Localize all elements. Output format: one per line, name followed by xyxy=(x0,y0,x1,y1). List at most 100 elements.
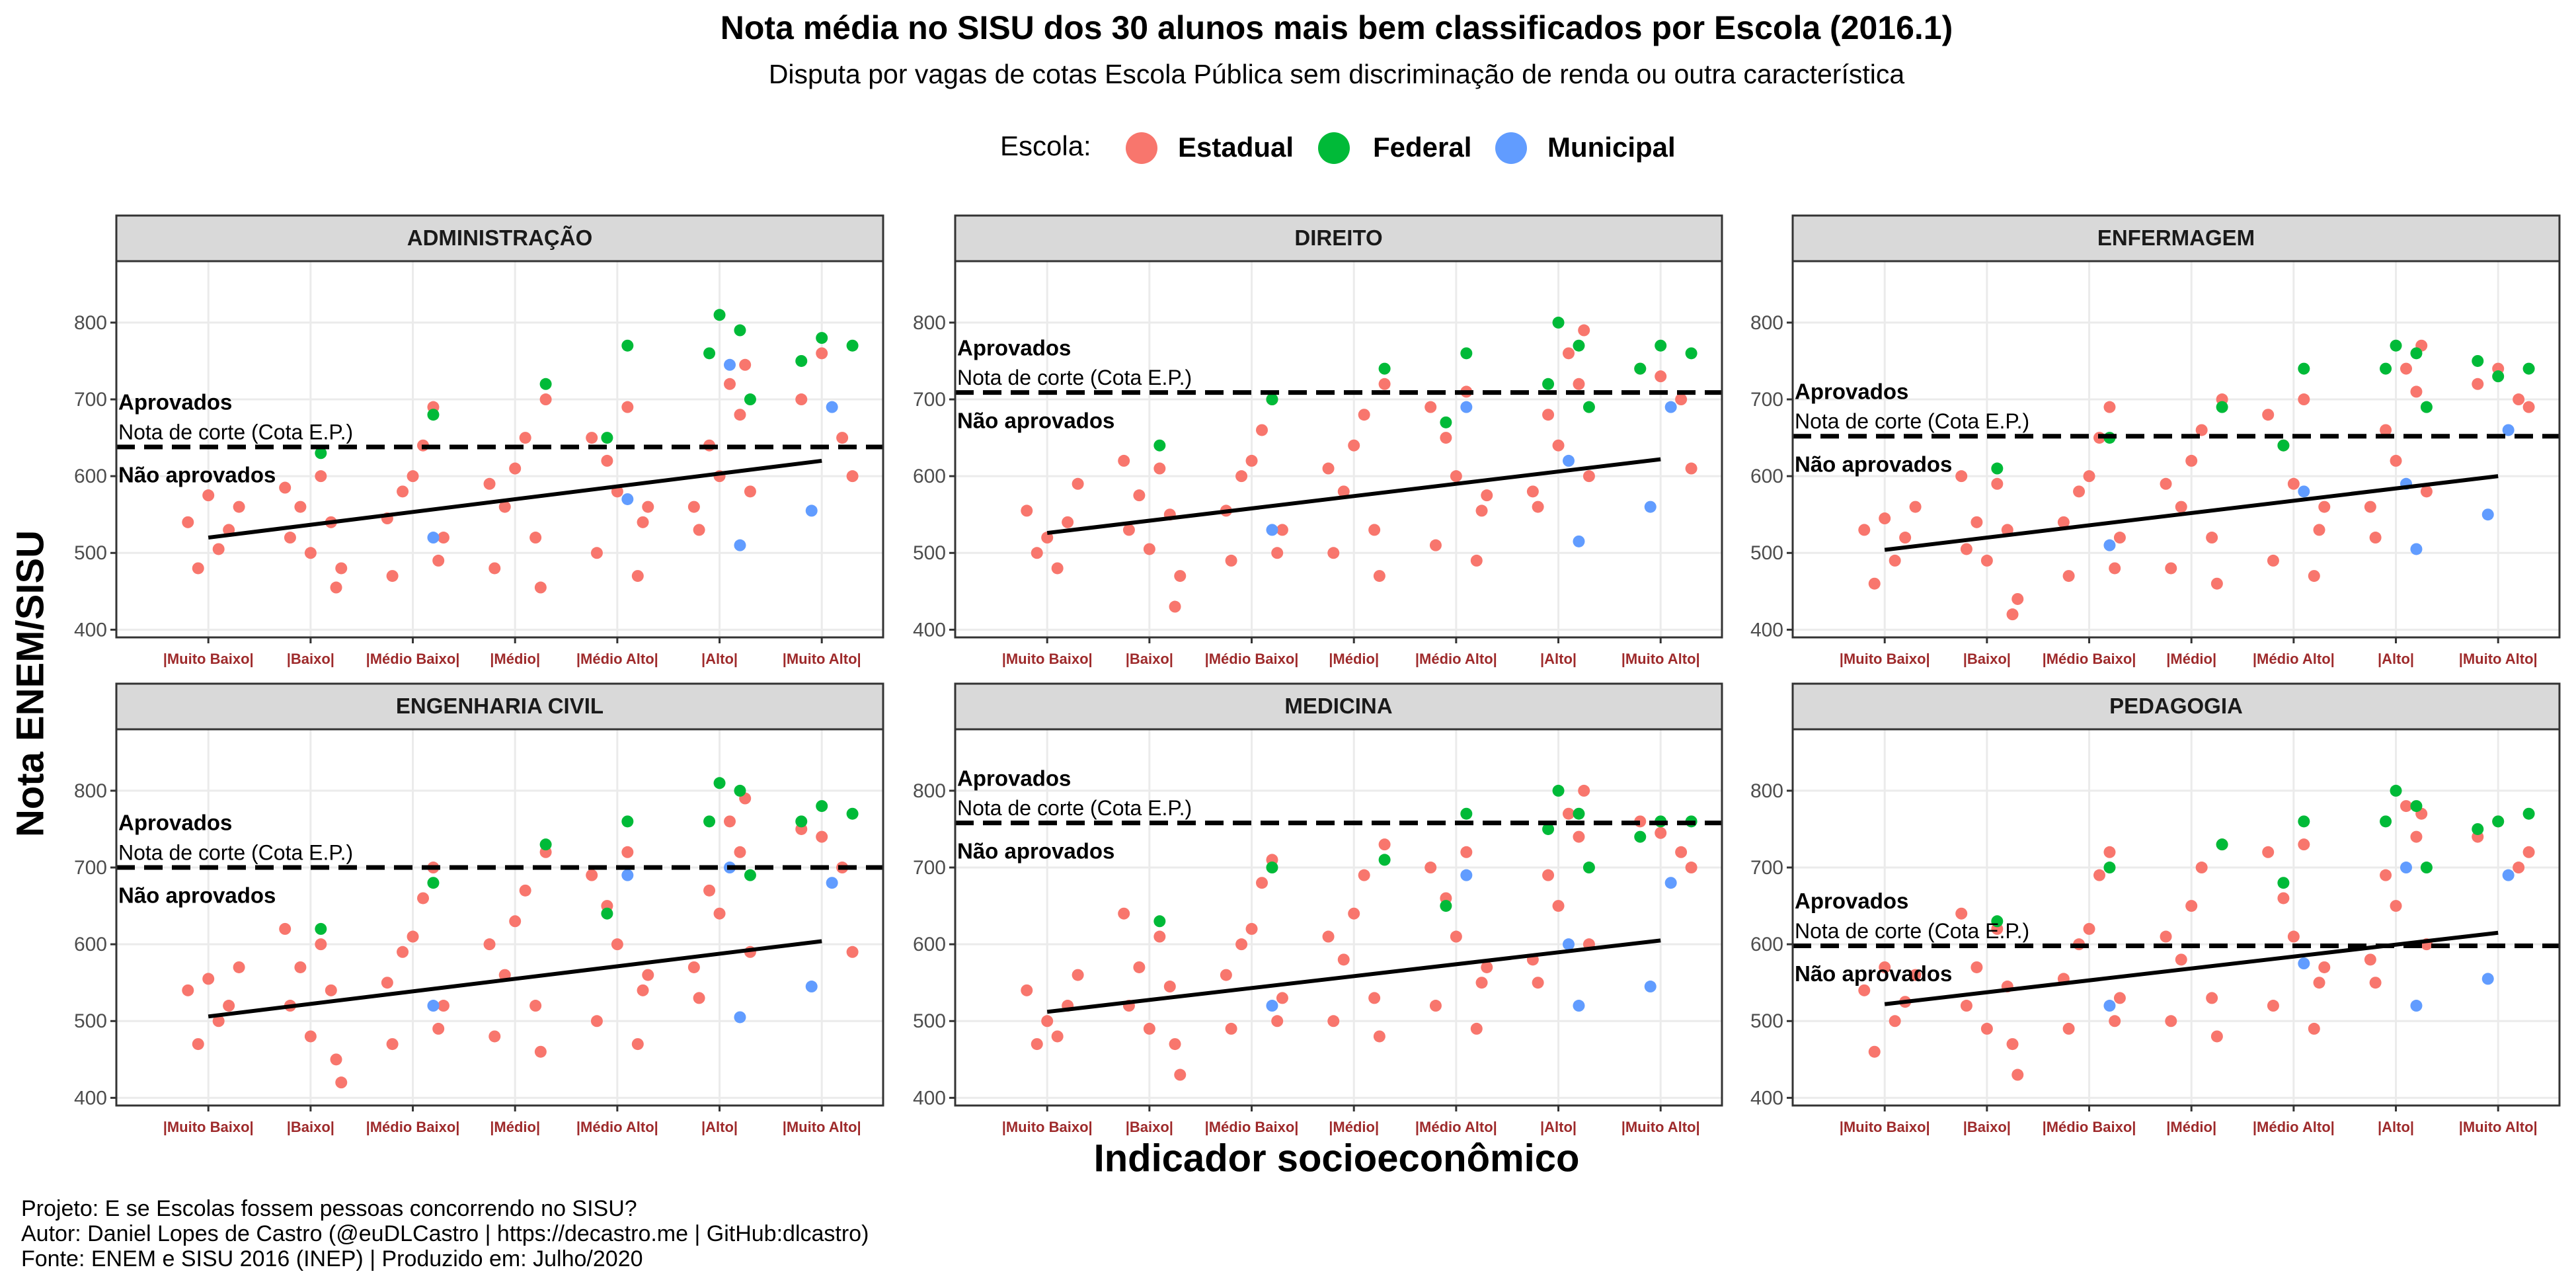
data-point xyxy=(1378,854,1391,866)
annotation: Aprovados xyxy=(957,766,1071,790)
data-point xyxy=(1348,439,1360,452)
data-point xyxy=(2410,830,2423,843)
data-point xyxy=(713,907,726,920)
data-point xyxy=(1327,547,1340,559)
data-point xyxy=(202,973,215,985)
data-point xyxy=(2093,869,2105,881)
data-point xyxy=(744,393,756,406)
data-point xyxy=(1378,378,1391,390)
data-point xyxy=(739,358,752,371)
data-point xyxy=(846,807,859,820)
data-point xyxy=(2318,961,2331,973)
data-point xyxy=(1235,470,1248,483)
data-point xyxy=(1062,516,1074,528)
data-point xyxy=(386,570,399,583)
data-point xyxy=(2216,838,2228,851)
data-point xyxy=(2410,1000,2423,1012)
data-point xyxy=(1460,807,1473,820)
data-point xyxy=(601,454,613,467)
data-point xyxy=(1440,432,1452,444)
data-point xyxy=(1072,477,1084,490)
data-point xyxy=(1322,930,1335,943)
data-point xyxy=(1337,485,1350,498)
data-point xyxy=(2400,862,2412,874)
data-point xyxy=(1118,454,1130,467)
data-point xyxy=(1991,477,2004,490)
data-point xyxy=(1163,981,1176,993)
data-point xyxy=(1225,554,1237,567)
data-point xyxy=(805,981,818,993)
y-tick-label: 400 xyxy=(913,619,946,641)
strip xyxy=(954,214,1723,262)
x-tick-label: |Médio Alto| xyxy=(1415,651,1497,667)
data-point xyxy=(1118,907,1130,920)
strip xyxy=(115,682,884,731)
data-point xyxy=(2160,930,2172,943)
annotation: Não aprovados xyxy=(1795,961,1952,986)
y-tick-label: 800 xyxy=(1750,312,1783,334)
data-point xyxy=(2472,823,2484,835)
data-point xyxy=(1582,862,1595,874)
data-point xyxy=(2492,815,2505,828)
data-point xyxy=(1879,512,1891,525)
data-point xyxy=(1685,462,1698,475)
data-point xyxy=(202,489,215,502)
panel-background xyxy=(116,729,883,1106)
data-point xyxy=(1153,915,1166,928)
x-tick-label: |Médio Baixo| xyxy=(2043,1119,2136,1135)
y-tick-label: 400 xyxy=(74,1087,107,1109)
strip-label: DIREITO xyxy=(1294,225,1382,250)
data-point xyxy=(483,938,496,951)
data-point xyxy=(1122,524,1135,536)
data-point xyxy=(601,907,613,920)
y-tick-label: 700 xyxy=(74,857,107,879)
data-point xyxy=(1143,543,1155,555)
data-point xyxy=(2513,393,2525,406)
data-point xyxy=(182,984,194,996)
panel-background xyxy=(1793,729,2559,1106)
trend-line xyxy=(1046,938,1661,1014)
annotation: Nota de corte (Cota E.P.) xyxy=(118,840,353,864)
data-point xyxy=(2216,401,2228,413)
data-point xyxy=(539,378,552,390)
data-point xyxy=(335,1076,348,1089)
data-point xyxy=(2113,992,2126,1004)
data-point xyxy=(2364,501,2376,513)
data-point xyxy=(1868,577,1881,590)
data-point xyxy=(212,1015,225,1027)
data-point xyxy=(279,481,292,494)
data-point xyxy=(1153,462,1166,475)
data-point xyxy=(2287,477,2300,490)
annotation: Não aprovados xyxy=(118,883,276,908)
facet: Aprovados Nota de corte (Cota E.P.) Não ap… xyxy=(913,214,1723,667)
x-tick-label: |Baixo| xyxy=(287,1119,334,1135)
data-point xyxy=(2410,800,2423,813)
data-point xyxy=(586,869,598,881)
annotation: Nota de corte (Cota E.P.) xyxy=(1795,409,2029,433)
data-point xyxy=(1429,539,1442,551)
data-point xyxy=(1266,393,1278,406)
data-point xyxy=(284,532,296,544)
y-tick-label: 400 xyxy=(1750,619,1783,641)
strip xyxy=(1791,682,2561,731)
annotation: Aprovados xyxy=(118,811,232,835)
data-point xyxy=(1235,938,1248,951)
data-point xyxy=(2522,846,2535,858)
x-tick-label: |Muito Alto| xyxy=(1621,1119,1700,1135)
strip-label: ADMINISTRAÇÃO xyxy=(407,225,592,250)
x-tick-label: |Muito Alto| xyxy=(783,1119,861,1135)
data-point xyxy=(1991,462,2004,475)
annotation: Aprovados xyxy=(118,390,232,415)
y-tick-label: 700 xyxy=(74,389,107,411)
data-point xyxy=(1225,1022,1237,1035)
data-point xyxy=(1460,347,1473,360)
data-point xyxy=(1322,462,1335,475)
data-point xyxy=(795,354,808,367)
data-point xyxy=(1051,1030,1064,1043)
data-point xyxy=(1021,504,1033,517)
data-point xyxy=(2185,454,2198,467)
data-point xyxy=(2410,385,2423,398)
data-point xyxy=(1041,1015,1054,1027)
data-point xyxy=(621,401,634,413)
